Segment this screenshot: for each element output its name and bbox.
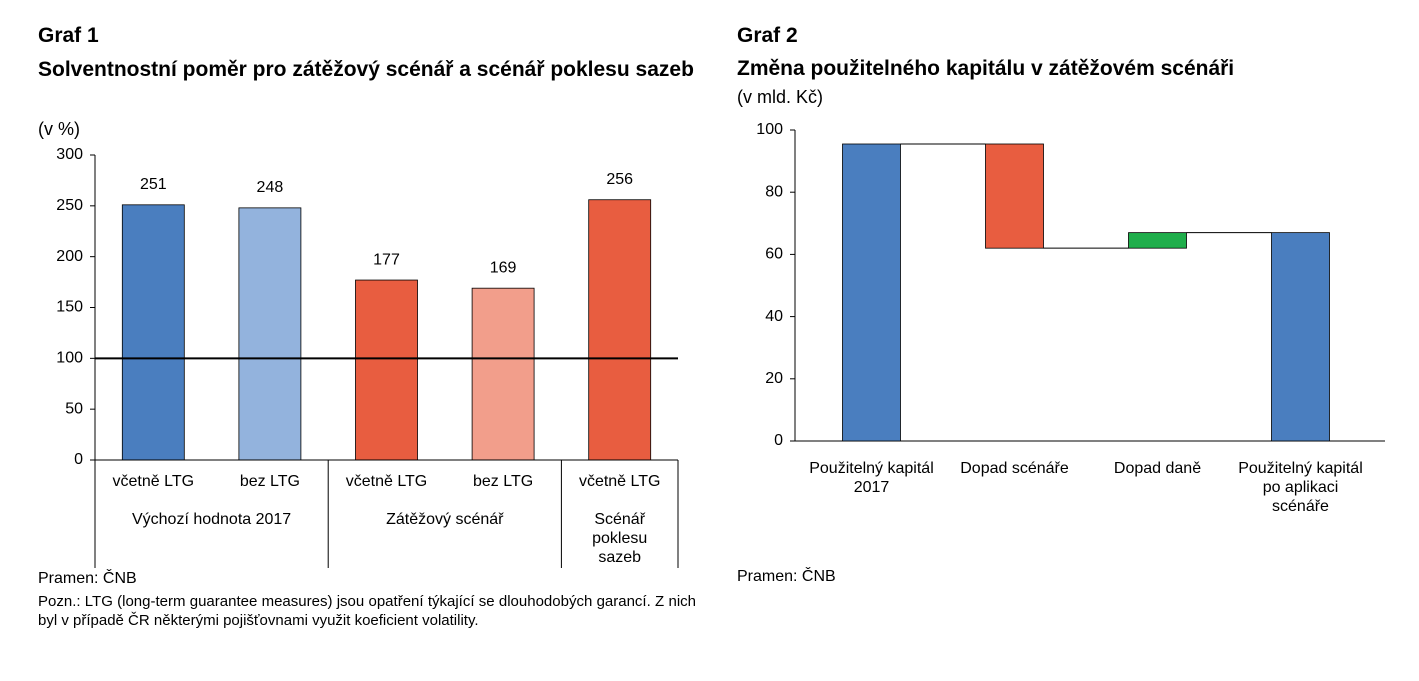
bar	[121, 204, 185, 461]
y-tick-label: 0	[774, 432, 783, 449]
bar	[1128, 232, 1187, 249]
group-label: Výchozí hodnota 2017	[131, 511, 292, 528]
y-tick-label: 200	[56, 248, 83, 265]
unit-label: (v %)	[38, 119, 80, 139]
y-tick-label: 80	[765, 183, 783, 200]
x-tick-label: Použitelný kapitál 2017	[809, 460, 934, 496]
x-tick-label: Použitelný kapitál po aplikaci scénáře	[1238, 460, 1363, 515]
y-tick-label: 250	[56, 197, 83, 214]
data-label: 248	[257, 179, 284, 196]
bar	[985, 143, 1044, 249]
bar	[471, 287, 535, 461]
bar	[1271, 232, 1330, 442]
data-label: 169	[490, 259, 517, 276]
note: Pozn.: LTG (long-term guarantee measures…	[38, 593, 696, 629]
y-tick-label: 40	[765, 308, 783, 325]
y-tick-label: 300	[56, 146, 83, 163]
y-tick-label: 0	[74, 451, 83, 468]
x-tick-label: bez LTG	[473, 473, 533, 490]
y-tick-label: 50	[65, 400, 83, 417]
x-tick-label: včetně LTG	[579, 473, 661, 490]
y-tick-label: 150	[56, 299, 83, 316]
data-label: 177	[373, 251, 400, 268]
chart-title: Graf 2	[737, 24, 798, 47]
bar	[588, 199, 652, 461]
bar	[355, 279, 418, 461]
group-label: Zátěžový scénář	[386, 511, 504, 528]
y-tick-label: 60	[765, 246, 783, 263]
data-label: 256	[606, 171, 633, 188]
group-label: Scénář poklesu sazeb	[592, 511, 648, 566]
x-tick-label: bez LTG	[240, 473, 300, 490]
x-tick-label: včetně LTG	[113, 473, 195, 490]
y-tick-label: 20	[765, 370, 783, 387]
y-tick-label: 100	[56, 350, 83, 367]
chart-title: Graf 1	[38, 24, 99, 47]
bar	[842, 143, 901, 442]
x-tick-label: Dopad daně	[1113, 460, 1202, 477]
y-tick-label: 100	[756, 121, 783, 138]
bar	[238, 207, 302, 461]
x-tick-label: včetně LTG	[346, 473, 428, 490]
data-label: 251	[140, 176, 167, 193]
x-tick-label: Dopad scénáře	[960, 460, 1069, 477]
source: Pramen: ČNB	[38, 570, 137, 587]
chart-subtitle: Solventnostní poměr pro zátěžový scénář …	[38, 58, 694, 81]
source: Pramen: ČNB	[737, 568, 836, 585]
unit-label: (v mld. Kč)	[737, 87, 824, 107]
chart-subtitle: Změna použitelného kapitálu v zátěžovém …	[737, 57, 1235, 80]
